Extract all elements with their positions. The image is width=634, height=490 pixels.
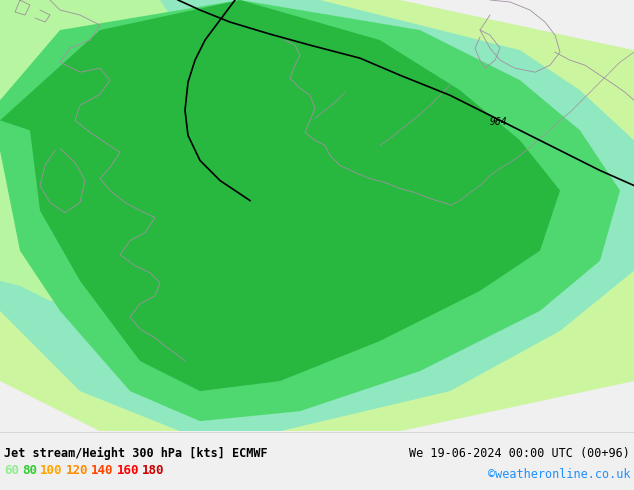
Text: 60: 60	[4, 464, 19, 477]
Polygon shape	[0, 0, 560, 391]
Text: 180: 180	[142, 464, 164, 477]
Polygon shape	[0, 0, 634, 431]
Polygon shape	[0, 0, 180, 301]
Text: We 19-06-2024 00:00 UTC (00+96): We 19-06-2024 00:00 UTC (00+96)	[409, 447, 630, 460]
Text: Jet stream/Height 300 hPa [kts] ECMWF: Jet stream/Height 300 hPa [kts] ECMWF	[4, 447, 268, 460]
Text: 964: 964	[490, 117, 508, 127]
Text: 140: 140	[91, 464, 113, 477]
Polygon shape	[0, 0, 634, 431]
Text: 100: 100	[40, 464, 63, 477]
Text: 120: 120	[65, 464, 88, 477]
Text: 80: 80	[22, 464, 37, 477]
Text: 160: 160	[117, 464, 139, 477]
Text: ©weatheronline.co.uk: ©weatheronline.co.uk	[488, 468, 630, 482]
Polygon shape	[0, 0, 620, 421]
